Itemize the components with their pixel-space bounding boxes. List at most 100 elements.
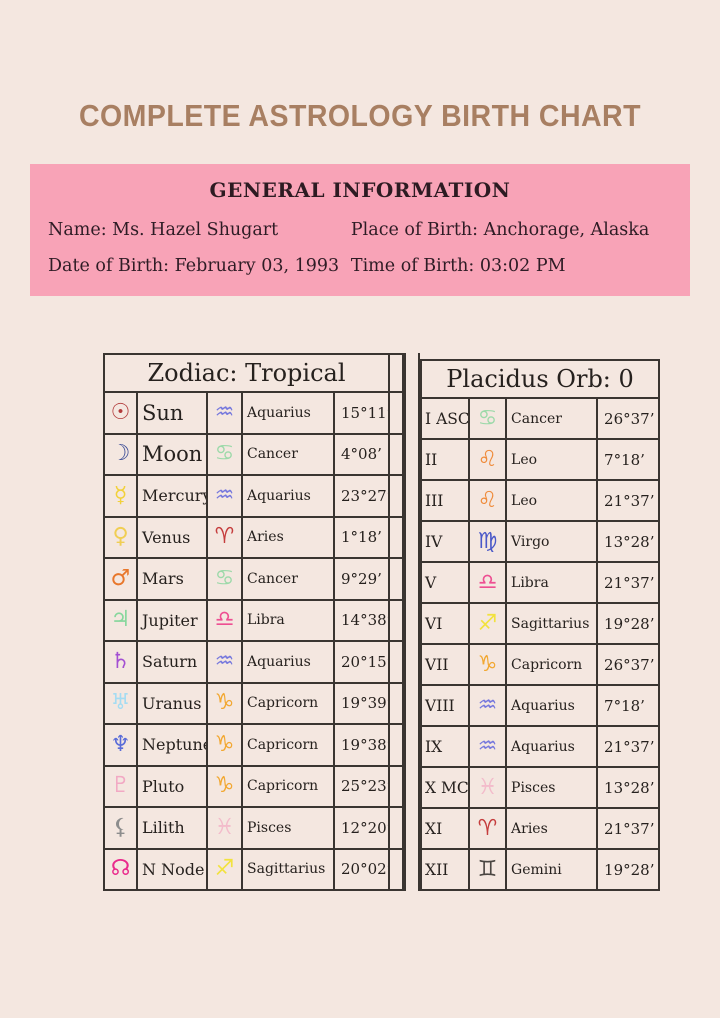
degrees-value: 26°37’: [596, 643, 661, 686]
row-spacer-cell: [388, 847, 405, 891]
degrees-value: 4°08’: [332, 432, 391, 476]
page: COMPLETE ASTROLOGY BIRTH CHART GENERAL I…: [30, 98, 690, 891]
capricorn-icon: ♑: [214, 773, 235, 799]
zodiac-table-row: ♀ Venus ♈ Aries 1°18’: [103, 515, 405, 559]
degrees-value: 15°11’: [332, 391, 391, 435]
sign-name: Pisces: [505, 766, 599, 809]
degrees-value: 21°37’: [596, 807, 661, 850]
planet-name: Moon: [136, 432, 208, 476]
mercury-icon: ☿: [113, 482, 128, 508]
place-of-birth-field: Place of Birth: Anchorage, Alaska: [350, 220, 650, 240]
row-spacer-cell: [388, 681, 405, 725]
house-name: XII: [420, 848, 471, 891]
zodiac-table-row: ☊ N Node ♐ Sagittarius 20°02’: [103, 847, 405, 891]
planet-name: Neptune: [136, 723, 208, 767]
row-spacer-cell: [388, 557, 405, 601]
pisces-icon: ♓: [214, 814, 235, 840]
planet-name: Mars: [136, 557, 208, 601]
houses-table-row: II ♌ Leo 7°18’: [420, 438, 661, 481]
mars-icon: ♂: [110, 565, 131, 591]
house-name: VI: [420, 602, 471, 645]
house-name: III: [420, 479, 471, 522]
venus-icon: ♀: [112, 524, 129, 550]
planet-name: Saturn: [136, 640, 208, 684]
sign-name: Aquarius: [505, 684, 599, 727]
houses-table-row: III ♌ Leo 21°37’: [420, 479, 661, 522]
houses-table: Placidus Orb: 0 I ASC ♋ Cancer 26°37’ II…: [420, 359, 661, 891]
sign-name: Gemini: [505, 848, 599, 891]
aries-icon: ♈: [477, 815, 498, 841]
general-info-grid: Name: Ms. Hazel Shugart Place of Birth: …: [48, 220, 672, 276]
degrees-value: 23°27’: [332, 474, 391, 518]
aquarius-icon: ♒: [214, 482, 235, 508]
zodiac-header-spacer-cell: [388, 353, 405, 393]
zodiac-table-row: ♄ Saturn ♒ Aquarius 20°15’: [103, 640, 405, 684]
house-name: VIII: [420, 684, 471, 727]
degrees-value: 13°28’: [596, 520, 661, 563]
name-field: Name: Ms. Hazel Shugart: [48, 220, 279, 240]
degrees-value: 20°15’: [332, 640, 391, 684]
planet-name: Venus: [136, 515, 208, 559]
degrees-value: 13°28’: [596, 766, 661, 809]
zodiac-table-row: ♇ Pluto ♑ Capricorn 25°23’: [103, 764, 405, 808]
sign-name: Aquarius: [241, 391, 335, 435]
lilith-icon: ⚸: [112, 814, 129, 840]
house-name: IX: [420, 725, 471, 768]
houses-table-row: V ♎ Libra 21°37’: [420, 561, 661, 604]
leo-icon: ♌: [477, 446, 498, 472]
house-name: I ASC: [420, 397, 471, 440]
degrees-value: 7°18’: [596, 684, 661, 727]
uranus-icon: ♅: [110, 690, 131, 716]
zodiac-table-row: ♃ Jupiter ♎ Libra 14°38’: [103, 598, 405, 642]
time-of-birth-field: Time of Birth: 03:02 PM: [350, 256, 566, 276]
sign-name: Cancer: [505, 397, 599, 440]
row-spacer-cell: [388, 806, 405, 850]
houses-table-row: XI ♈ Aries 21°37’: [420, 807, 661, 850]
pisces-icon: ♓: [477, 774, 498, 800]
planet-name: Lilith: [136, 806, 208, 850]
houses-table-row: I ASC ♋ Cancer 26°37’: [420, 397, 661, 440]
houses-table-row: VIII ♒ Aquarius 7°18’: [420, 684, 661, 727]
planet-name: Uranus: [136, 681, 208, 725]
row-spacer-cell: [388, 598, 405, 642]
planet-name: N Node: [136, 847, 208, 891]
zodiac-table: Zodiac: Tropical ☉ Sun ♒ Aquarius 15°11’…: [102, 353, 405, 891]
pluto-icon: ♇: [110, 773, 131, 799]
gemini-icon: ♊: [477, 856, 498, 882]
aquarius-icon: ♒: [477, 733, 498, 759]
zodiac-table-row: ☿ Mercury ♒ Aquarius 23°27’: [103, 474, 405, 518]
sign-name: Libra: [241, 598, 335, 642]
zodiac-table-row: ♆ Neptune ♑ Capricorn 19°38’: [103, 723, 405, 767]
zodiac-table-row: ☽ Moon ♋ Cancer 4°08’: [103, 432, 405, 476]
zodiac-table-row: ☉ Sun ♒ Aquarius 15°11’: [103, 391, 405, 435]
sign-name: Capricorn: [241, 681, 335, 725]
date-of-birth-field: Date of Birth: February 03, 1993: [48, 256, 340, 276]
houses-table-header-row: Placidus Orb: 0: [420, 359, 661, 399]
page-title: COMPLETE ASTROLOGY BIRTH CHART: [78, 98, 642, 133]
sign-name: Leo: [505, 438, 599, 481]
planet-name: Mercury: [136, 474, 208, 518]
row-spacer-cell: [388, 474, 405, 518]
house-name: X MC: [420, 766, 471, 809]
sign-name: Leo: [505, 479, 599, 522]
neptune-icon: ♆: [110, 731, 131, 757]
cancer-icon: ♋: [477, 405, 498, 431]
degrees-value: 7°18’: [596, 438, 661, 481]
row-spacer-cell: [388, 391, 405, 435]
table-divider: [404, 353, 421, 891]
house-name: V: [420, 561, 471, 604]
degrees-value: 1°18’: [332, 515, 391, 559]
zodiac-table-row: ♂ Mars ♋ Cancer 9°29’: [103, 557, 405, 601]
degrees-value: 21°37’: [596, 561, 661, 604]
general-info-heading: GENERAL INFORMATION: [209, 178, 511, 202]
sign-name: Aquarius: [241, 474, 335, 518]
general-info-box: GENERAL INFORMATION Name: Ms. Hazel Shug…: [30, 164, 690, 296]
row-spacer-cell: [388, 432, 405, 476]
houses-table-row: IV ♍ Virgo 13°28’: [420, 520, 661, 563]
degrees-value: 19°38’: [332, 723, 391, 767]
degrees-value: 21°37’: [596, 725, 661, 768]
libra-icon: ♎: [477, 569, 498, 595]
houses-table-row: XII ♊ Gemini 19°28’: [420, 848, 661, 891]
sign-name: Aquarius: [241, 640, 335, 684]
degrees-value: 19°28’: [596, 602, 661, 645]
